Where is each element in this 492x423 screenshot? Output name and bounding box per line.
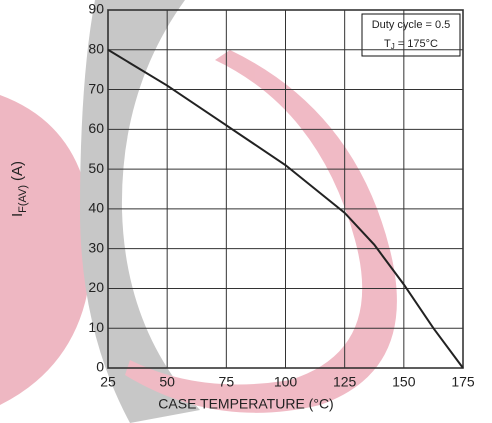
y-axis-label: (A) bbox=[9, 161, 26, 181]
y-tick-label: 80 bbox=[88, 40, 104, 56]
y-tick-label: 40 bbox=[88, 200, 104, 216]
y-tick-label: 10 bbox=[88, 319, 104, 335]
annotation-text: Duty cycle = 0.5 bbox=[372, 19, 451, 31]
y-tick-label: 50 bbox=[88, 160, 104, 176]
x-axis-label: CASE TEMPERATURE (°C) bbox=[158, 396, 333, 412]
y-tick-label: 20 bbox=[88, 279, 104, 295]
x-tick-label: 50 bbox=[159, 374, 175, 390]
y-tick-label: 0 bbox=[96, 359, 104, 375]
y-tick-label: 90 bbox=[88, 1, 104, 17]
y-axis-label-sub: F(AV) bbox=[17, 185, 29, 213]
x-tick-label: 125 bbox=[333, 374, 357, 390]
y-tick-label: 30 bbox=[88, 239, 104, 255]
y-tick-label: 70 bbox=[88, 80, 104, 96]
x-tick-label: 150 bbox=[392, 374, 416, 390]
x-tick-label: 175 bbox=[451, 374, 475, 390]
chart: Duty cycle = 0.5 TJ= 175°C CASE TEMPERAT… bbox=[0, 0, 492, 423]
watermark bbox=[0, 0, 397, 423]
x-tick-label: 25 bbox=[100, 374, 116, 390]
x-tick-label: 100 bbox=[274, 374, 298, 390]
y-tick-label: 60 bbox=[88, 120, 104, 136]
x-tick-label: 75 bbox=[219, 374, 235, 390]
